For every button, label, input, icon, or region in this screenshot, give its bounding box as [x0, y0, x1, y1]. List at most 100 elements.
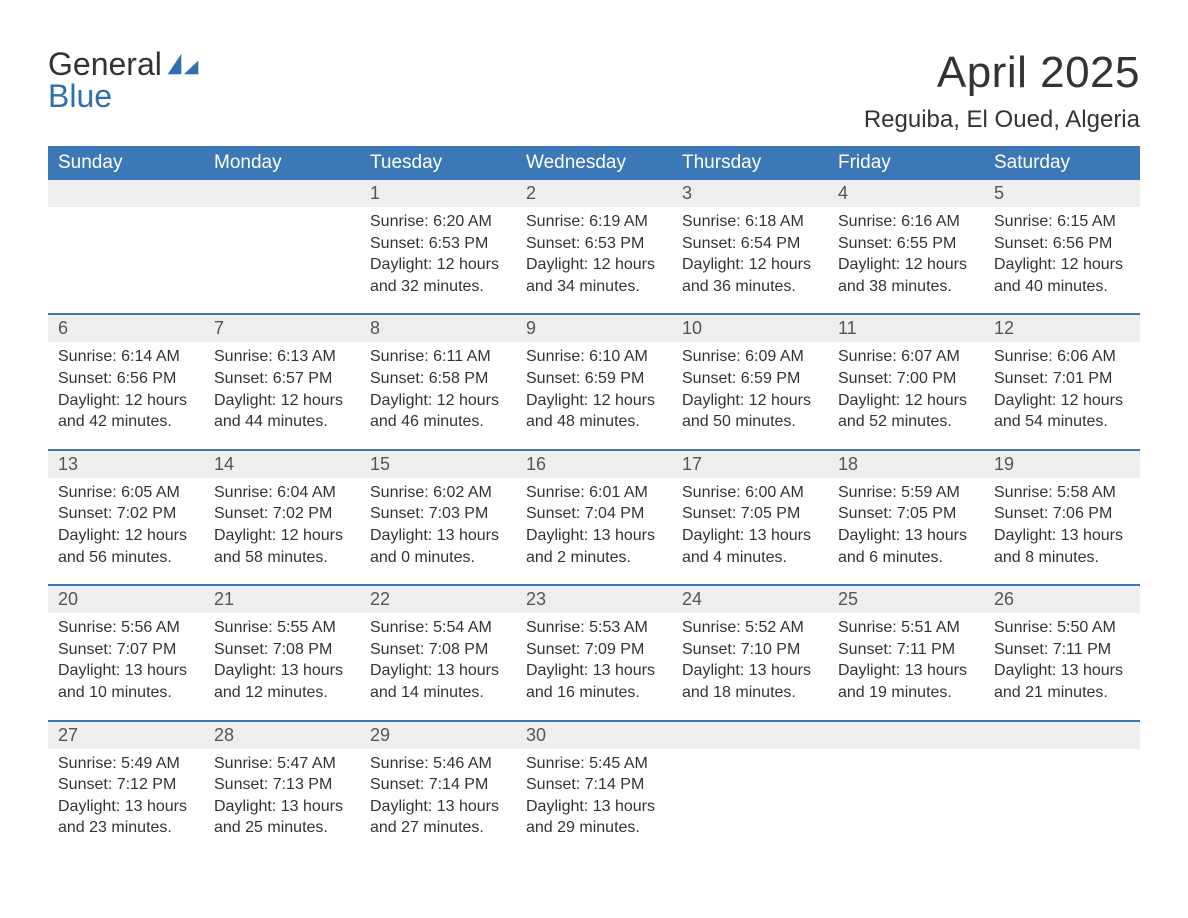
- day-sunset: Sunset: 7:04 PM: [526, 503, 662, 525]
- day-content: Sunrise: 5:47 AMSunset: 7:13 PMDaylight:…: [204, 749, 360, 839]
- page-header: General Blue April 2025 Reguiba, El Oued…: [48, 48, 1140, 134]
- day-dl2: and 23 minutes.: [58, 817, 194, 839]
- calendar-cell: 26Sunrise: 5:50 AMSunset: 7:11 PMDayligh…: [984, 586, 1140, 719]
- calendar-cell: 6Sunrise: 6:14 AMSunset: 6:56 PMDaylight…: [48, 315, 204, 448]
- day-number: 26: [984, 586, 1140, 613]
- day-sunset: Sunset: 6:56 PM: [994, 233, 1130, 255]
- day-number: 16: [516, 451, 672, 478]
- calendar-cell: 22Sunrise: 5:54 AMSunset: 7:08 PMDayligh…: [360, 586, 516, 719]
- day-dl1: Daylight: 13 hours: [682, 660, 818, 682]
- day-dl2: and 40 minutes.: [994, 276, 1130, 298]
- month-title: April 2025: [864, 48, 1140, 98]
- day-dl1: Daylight: 12 hours: [838, 254, 974, 276]
- day-content: Sunrise: 6:02 AMSunset: 7:03 PMDaylight:…: [360, 478, 516, 568]
- day-sunset: Sunset: 6:57 PM: [214, 368, 350, 390]
- day-dl1: Daylight: 13 hours: [370, 525, 506, 547]
- day-number: 18: [828, 451, 984, 478]
- day-content: Sunrise: 5:56 AMSunset: 7:07 PMDaylight:…: [48, 613, 204, 703]
- day-dl2: and 44 minutes.: [214, 411, 350, 433]
- day-dl2: and 6 minutes.: [838, 547, 974, 569]
- calendar-cell: 8Sunrise: 6:11 AMSunset: 6:58 PMDaylight…: [360, 315, 516, 448]
- day-dl1: Daylight: 13 hours: [370, 796, 506, 818]
- day-dl2: and 52 minutes.: [838, 411, 974, 433]
- day-header-sunday: Sunday: [48, 146, 204, 180]
- day-dl2: and 46 minutes.: [370, 411, 506, 433]
- day-dl1: Daylight: 12 hours: [214, 525, 350, 547]
- day-sunrise: Sunrise: 5:49 AM: [58, 753, 194, 775]
- title-block: April 2025 Reguiba, El Oued, Algeria: [864, 48, 1140, 134]
- day-sunrise: Sunrise: 6:02 AM: [370, 482, 506, 504]
- day-content: Sunrise: 6:14 AMSunset: 6:56 PMDaylight:…: [48, 342, 204, 432]
- week-row: 6Sunrise: 6:14 AMSunset: 6:56 PMDaylight…: [48, 313, 1140, 448]
- day-sunset: Sunset: 7:14 PM: [370, 774, 506, 796]
- calendar-cell: [672, 722, 828, 855]
- day-content: Sunrise: 5:55 AMSunset: 7:08 PMDaylight:…: [204, 613, 360, 703]
- logo-text: General Blue: [48, 48, 162, 112]
- day-content: Sunrise: 5:59 AMSunset: 7:05 PMDaylight:…: [828, 478, 984, 568]
- day-dl2: and 4 minutes.: [682, 547, 818, 569]
- day-content: Sunrise: 5:45 AMSunset: 7:14 PMDaylight:…: [516, 749, 672, 839]
- day-sunset: Sunset: 7:08 PM: [370, 639, 506, 661]
- day-sunset: Sunset: 6:53 PM: [526, 233, 662, 255]
- calendar-cell: [204, 180, 360, 313]
- day-sunset: Sunset: 6:54 PM: [682, 233, 818, 255]
- day-number: 7: [204, 315, 360, 342]
- day-dl1: Daylight: 12 hours: [370, 390, 506, 412]
- logo: General Blue: [48, 48, 200, 112]
- calendar-cell: 7Sunrise: 6:13 AMSunset: 6:57 PMDaylight…: [204, 315, 360, 448]
- location-text: Reguiba, El Oued, Algeria: [864, 106, 1140, 134]
- day-number: 14: [204, 451, 360, 478]
- day-content: Sunrise: 6:19 AMSunset: 6:53 PMDaylight:…: [516, 207, 672, 297]
- day-dl1: Daylight: 12 hours: [682, 254, 818, 276]
- day-content: Sunrise: 5:51 AMSunset: 7:11 PMDaylight:…: [828, 613, 984, 703]
- week-row: 27Sunrise: 5:49 AMSunset: 7:12 PMDayligh…: [48, 720, 1140, 855]
- day-sunset: Sunset: 7:14 PM: [526, 774, 662, 796]
- calendar-cell: [828, 722, 984, 855]
- day-sunrise: Sunrise: 5:46 AM: [370, 753, 506, 775]
- day-content: Sunrise: 5:49 AMSunset: 7:12 PMDaylight:…: [48, 749, 204, 839]
- day-sunrise: Sunrise: 5:52 AM: [682, 617, 818, 639]
- calendar-cell: 9Sunrise: 6:10 AMSunset: 6:59 PMDaylight…: [516, 315, 672, 448]
- day-sunrise: Sunrise: 5:53 AM: [526, 617, 662, 639]
- day-content: Sunrise: 5:58 AMSunset: 7:06 PMDaylight:…: [984, 478, 1140, 568]
- day-number: [48, 180, 204, 207]
- day-sunrise: Sunrise: 6:19 AM: [526, 211, 662, 233]
- calendar-cell: 5Sunrise: 6:15 AMSunset: 6:56 PMDaylight…: [984, 180, 1140, 313]
- day-dl1: Daylight: 12 hours: [370, 254, 506, 276]
- day-content: Sunrise: 6:07 AMSunset: 7:00 PMDaylight:…: [828, 342, 984, 432]
- calendar-cell: 10Sunrise: 6:09 AMSunset: 6:59 PMDayligh…: [672, 315, 828, 448]
- day-sunset: Sunset: 6:55 PM: [838, 233, 974, 255]
- day-dl1: Daylight: 13 hours: [838, 525, 974, 547]
- day-dl1: Daylight: 13 hours: [682, 525, 818, 547]
- calendar-cell: 12Sunrise: 6:06 AMSunset: 7:01 PMDayligh…: [984, 315, 1140, 448]
- calendar-cell: [984, 722, 1140, 855]
- day-sunrise: Sunrise: 5:54 AM: [370, 617, 506, 639]
- weeks-container: 1Sunrise: 6:20 AMSunset: 6:53 PMDaylight…: [48, 180, 1140, 855]
- week-row: 13Sunrise: 6:05 AMSunset: 7:02 PMDayligh…: [48, 449, 1140, 584]
- day-number: 1: [360, 180, 516, 207]
- day-dl1: Daylight: 12 hours: [58, 390, 194, 412]
- day-number: 24: [672, 586, 828, 613]
- day-number: 4: [828, 180, 984, 207]
- day-number: 25: [828, 586, 984, 613]
- day-dl1: Daylight: 13 hours: [838, 660, 974, 682]
- day-dl1: Daylight: 13 hours: [526, 660, 662, 682]
- day-dl1: Daylight: 12 hours: [214, 390, 350, 412]
- day-dl2: and 10 minutes.: [58, 682, 194, 704]
- day-content: Sunrise: 6:20 AMSunset: 6:53 PMDaylight:…: [360, 207, 516, 297]
- day-header-friday: Friday: [828, 146, 984, 180]
- day-number: 2: [516, 180, 672, 207]
- day-sunset: Sunset: 7:06 PM: [994, 503, 1130, 525]
- day-content: Sunrise: 6:11 AMSunset: 6:58 PMDaylight:…: [360, 342, 516, 432]
- day-number: 21: [204, 586, 360, 613]
- calendar-cell: 11Sunrise: 6:07 AMSunset: 7:00 PMDayligh…: [828, 315, 984, 448]
- day-dl1: Daylight: 12 hours: [994, 254, 1130, 276]
- day-dl1: Daylight: 12 hours: [526, 254, 662, 276]
- day-dl2: and 42 minutes.: [58, 411, 194, 433]
- day-number: 13: [48, 451, 204, 478]
- day-header-tuesday: Tuesday: [360, 146, 516, 180]
- day-number: 30: [516, 722, 672, 749]
- day-content: Sunrise: 6:10 AMSunset: 6:59 PMDaylight:…: [516, 342, 672, 432]
- calendar-cell: 20Sunrise: 5:56 AMSunset: 7:07 PMDayligh…: [48, 586, 204, 719]
- day-sunset: Sunset: 7:03 PM: [370, 503, 506, 525]
